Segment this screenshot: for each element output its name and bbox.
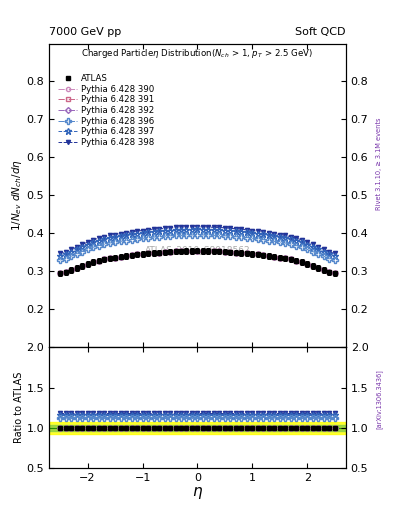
Pythia 6.428 397	[58, 252, 62, 259]
Pythia 6.428 398	[244, 227, 249, 233]
Line: Pythia 6.428 396: Pythia 6.428 396	[57, 231, 338, 264]
Pythia 6.428 396	[327, 255, 332, 262]
Pythia 6.428 397	[140, 230, 145, 236]
Text: 7000 GeV pp: 7000 GeV pp	[49, 27, 121, 37]
Pythia 6.428 396	[261, 237, 266, 243]
Pythia 6.428 398	[118, 230, 123, 237]
Pythia 6.428 391	[140, 251, 145, 257]
Pythia 6.428 392	[327, 269, 332, 275]
Pythia 6.428 396	[332, 257, 337, 263]
Pythia 6.428 392	[140, 251, 145, 257]
Pythia 6.428 396	[58, 257, 62, 263]
Pythia 6.428 391	[58, 270, 62, 276]
Pythia 6.428 397	[244, 229, 249, 236]
Pythia 6.428 398	[140, 227, 145, 233]
Legend: ATLAS, Pythia 6.428 390, Pythia 6.428 391, Pythia 6.428 392, Pythia 6.428 396, P: ATLAS, Pythia 6.428 390, Pythia 6.428 39…	[57, 72, 156, 149]
Pythia 6.428 397	[146, 229, 151, 236]
Pythia 6.428 398	[58, 250, 62, 257]
Line: Pythia 6.428 391: Pythia 6.428 391	[58, 249, 337, 275]
Line: Pythia 6.428 392: Pythia 6.428 392	[58, 249, 337, 275]
Pythia 6.428 392	[58, 270, 62, 276]
Text: Soft QCD: Soft QCD	[296, 27, 346, 37]
Pythia 6.428 397	[118, 233, 123, 239]
Pythia 6.428 396	[195, 231, 200, 238]
Pythia 6.428 391	[332, 270, 337, 276]
Pythia 6.428 390	[118, 253, 123, 260]
Pythia 6.428 392	[195, 248, 200, 254]
Pythia 6.428 390	[327, 269, 332, 275]
Pythia 6.428 390	[58, 270, 62, 276]
Pythia 6.428 397	[261, 231, 266, 238]
Line: Pythia 6.428 397: Pythia 6.428 397	[57, 226, 338, 259]
Pythia 6.428 398	[327, 249, 332, 255]
Pythia 6.428 397	[327, 251, 332, 258]
Bar	[49, 421, 346, 435]
Text: Charged Particle$\eta$ Distribution($N_{ch}$ > 1, $p_T$ > 2.5 GeV): Charged Particle$\eta$ Distribution($N_{…	[81, 47, 314, 59]
Pythia 6.428 396	[146, 234, 151, 241]
Pythia 6.428 391	[261, 252, 266, 259]
Pythia 6.428 392	[332, 270, 337, 276]
Pythia 6.428 390	[146, 250, 151, 257]
Pythia 6.428 396	[140, 236, 145, 242]
Text: [arXiv:1306.3436]: [arXiv:1306.3436]	[376, 370, 383, 429]
Pythia 6.428 392	[244, 250, 249, 257]
Pythia 6.428 390	[332, 270, 337, 276]
Text: Rivet 3.1.10, ≥ 3.1M events: Rivet 3.1.10, ≥ 3.1M events	[376, 118, 382, 210]
Pythia 6.428 396	[118, 238, 123, 244]
Pythia 6.428 398	[332, 250, 337, 257]
Pythia 6.428 391	[244, 250, 249, 257]
Line: Pythia 6.428 398: Pythia 6.428 398	[58, 224, 337, 255]
Pythia 6.428 392	[261, 252, 266, 259]
Pythia 6.428 397	[195, 226, 200, 232]
Pythia 6.428 391	[195, 248, 200, 254]
Pythia 6.428 391	[327, 269, 332, 275]
Pythia 6.428 392	[146, 250, 151, 257]
Pythia 6.428 391	[118, 253, 123, 260]
Pythia 6.428 390	[261, 252, 266, 259]
Pythia 6.428 392	[118, 253, 123, 260]
Pythia 6.428 397	[332, 252, 337, 259]
Pythia 6.428 398	[261, 229, 266, 235]
Pythia 6.428 391	[146, 250, 151, 257]
Pythia 6.428 390	[140, 251, 145, 257]
Pythia 6.428 390	[244, 250, 249, 257]
X-axis label: $\eta$: $\eta$	[192, 485, 203, 501]
Pythia 6.428 390	[195, 248, 200, 254]
Pythia 6.428 398	[146, 227, 151, 233]
Line: Pythia 6.428 390: Pythia 6.428 390	[58, 249, 337, 275]
Y-axis label: Ratio to ATLAS: Ratio to ATLAS	[14, 372, 24, 443]
Pythia 6.428 398	[195, 223, 200, 229]
Pythia 6.428 396	[244, 234, 249, 241]
Bar	[49, 425, 346, 431]
Text: ATLAS_2010_S8918562: ATLAS_2010_S8918562	[145, 245, 250, 254]
Y-axis label: $1/N_{ev}\ dN_{ch}/d\eta$: $1/N_{ev}\ dN_{ch}/d\eta$	[10, 159, 24, 231]
